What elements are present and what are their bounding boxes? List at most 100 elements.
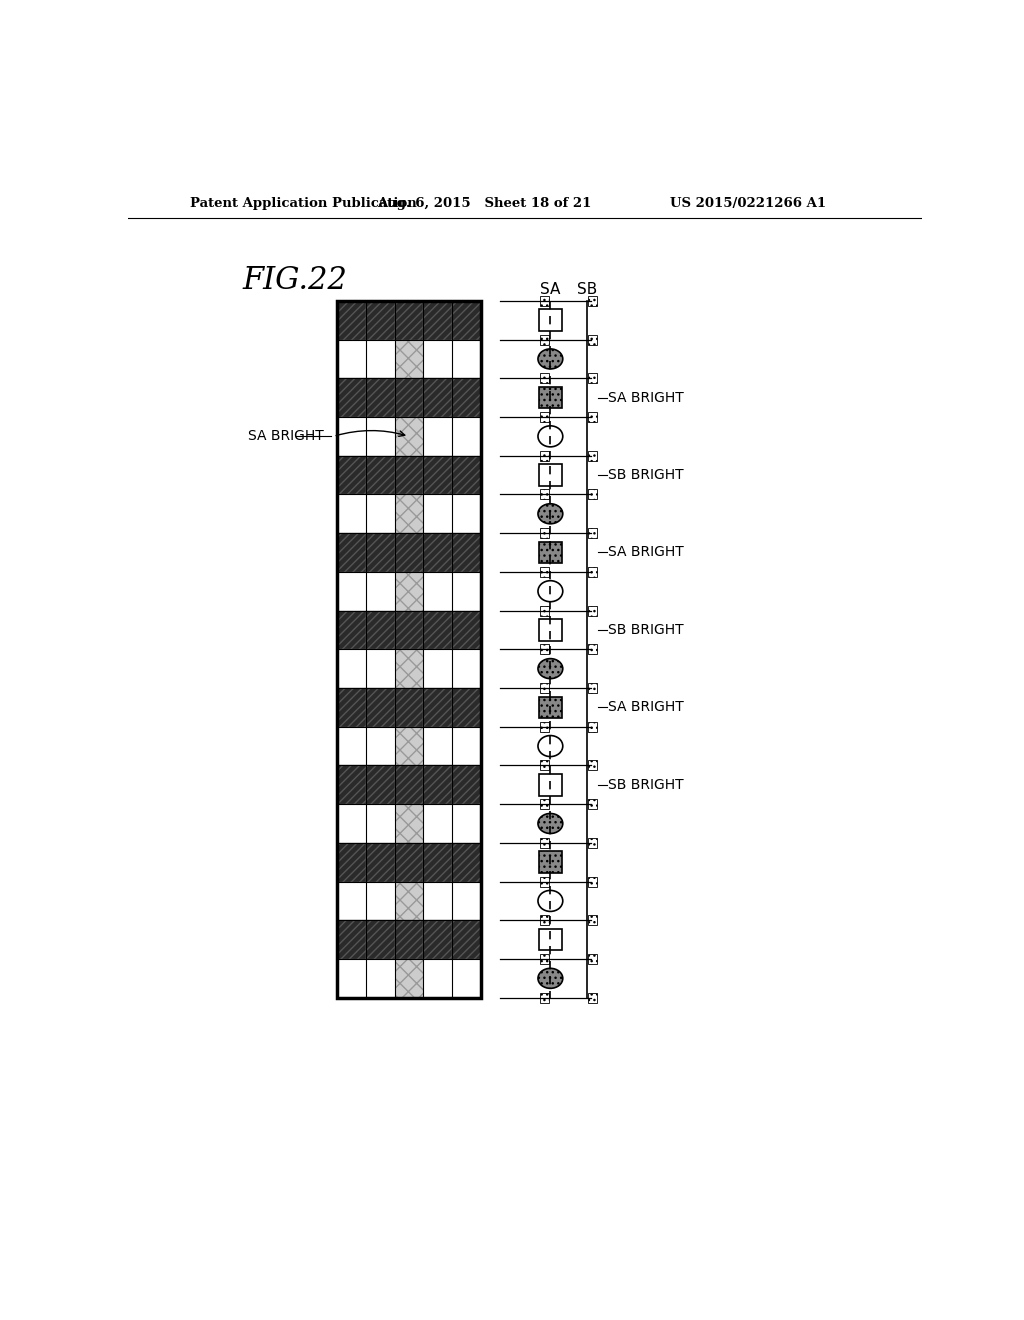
Bar bbox=[394, 766, 423, 804]
Bar bbox=[539, 697, 562, 718]
Bar bbox=[394, 379, 423, 417]
Bar bbox=[541, 296, 549, 306]
Bar bbox=[394, 455, 423, 495]
Bar bbox=[452, 960, 480, 998]
Bar bbox=[337, 688, 366, 727]
Ellipse shape bbox=[538, 426, 563, 447]
Bar bbox=[589, 799, 597, 809]
Bar bbox=[423, 339, 452, 379]
Bar bbox=[423, 766, 452, 804]
Bar bbox=[394, 804, 423, 843]
Bar bbox=[452, 379, 480, 417]
Bar bbox=[394, 920, 423, 960]
Bar bbox=[366, 495, 394, 533]
Bar bbox=[541, 566, 549, 577]
Bar bbox=[423, 688, 452, 727]
Bar bbox=[394, 688, 423, 727]
Bar bbox=[366, 611, 394, 649]
Bar bbox=[589, 334, 597, 345]
Bar bbox=[452, 533, 480, 572]
Bar bbox=[337, 960, 366, 998]
Bar bbox=[452, 649, 480, 688]
Bar bbox=[366, 843, 394, 882]
Text: SA: SA bbox=[541, 281, 560, 297]
Bar bbox=[394, 572, 423, 611]
Bar bbox=[423, 611, 452, 649]
Bar bbox=[423, 495, 452, 533]
Ellipse shape bbox=[538, 581, 563, 602]
Bar bbox=[394, 339, 423, 379]
Bar bbox=[366, 804, 394, 843]
Ellipse shape bbox=[538, 969, 563, 989]
Bar bbox=[394, 533, 423, 572]
Text: SB BRIGHT: SB BRIGHT bbox=[608, 777, 684, 792]
Bar bbox=[366, 688, 394, 727]
Bar bbox=[589, 915, 597, 925]
Bar bbox=[589, 644, 597, 655]
Bar bbox=[366, 766, 394, 804]
Bar bbox=[337, 804, 366, 843]
Ellipse shape bbox=[538, 659, 563, 678]
Text: Patent Application Publication: Patent Application Publication bbox=[190, 197, 417, 210]
Text: SB: SB bbox=[577, 281, 597, 297]
Bar bbox=[452, 727, 480, 766]
Bar bbox=[452, 688, 480, 727]
Bar bbox=[541, 490, 549, 499]
Ellipse shape bbox=[538, 504, 563, 524]
Bar bbox=[366, 727, 394, 766]
Bar bbox=[394, 495, 423, 533]
Bar bbox=[394, 804, 423, 843]
Text: SA BRIGHT: SA BRIGHT bbox=[608, 545, 684, 560]
Bar bbox=[589, 374, 597, 383]
Text: Aug. 6, 2015   Sheet 18 of 21: Aug. 6, 2015 Sheet 18 of 21 bbox=[377, 197, 592, 210]
Bar bbox=[394, 882, 423, 920]
Bar bbox=[541, 682, 549, 693]
Bar bbox=[366, 649, 394, 688]
Bar bbox=[539, 619, 562, 640]
Bar bbox=[337, 455, 366, 495]
Bar bbox=[589, 528, 597, 539]
Ellipse shape bbox=[538, 735, 563, 756]
Bar bbox=[394, 339, 423, 379]
Text: SA BRIGHT: SA BRIGHT bbox=[608, 701, 684, 714]
Bar bbox=[541, 799, 549, 809]
Bar bbox=[541, 915, 549, 925]
Bar bbox=[394, 960, 423, 998]
Bar bbox=[452, 417, 480, 455]
Bar bbox=[337, 301, 480, 998]
Bar bbox=[337, 611, 366, 649]
Bar bbox=[366, 417, 394, 455]
Bar bbox=[589, 760, 597, 771]
Bar bbox=[423, 804, 452, 843]
Bar bbox=[366, 533, 394, 572]
Bar bbox=[423, 572, 452, 611]
Text: SB BRIGHT: SB BRIGHT bbox=[608, 623, 684, 638]
Bar bbox=[366, 455, 394, 495]
Text: US 2015/0221266 A1: US 2015/0221266 A1 bbox=[671, 197, 826, 210]
Bar bbox=[337, 417, 366, 455]
Bar bbox=[337, 495, 366, 533]
Bar bbox=[337, 339, 366, 379]
Bar bbox=[589, 412, 597, 422]
Bar bbox=[423, 379, 452, 417]
Bar bbox=[539, 541, 562, 564]
Bar bbox=[589, 954, 597, 964]
Bar bbox=[541, 876, 549, 887]
Bar bbox=[394, 882, 423, 920]
Bar bbox=[589, 876, 597, 887]
Bar bbox=[589, 993, 597, 1003]
Bar bbox=[452, 339, 480, 379]
Bar bbox=[589, 490, 597, 499]
Bar bbox=[452, 455, 480, 495]
Bar bbox=[452, 301, 480, 339]
Bar bbox=[541, 412, 549, 422]
Bar bbox=[337, 379, 366, 417]
Bar bbox=[423, 649, 452, 688]
Bar bbox=[539, 774, 562, 796]
Bar bbox=[394, 417, 423, 455]
Bar bbox=[541, 954, 549, 964]
Bar bbox=[541, 374, 549, 383]
Bar bbox=[366, 572, 394, 611]
Bar bbox=[541, 760, 549, 771]
Bar bbox=[423, 417, 452, 455]
